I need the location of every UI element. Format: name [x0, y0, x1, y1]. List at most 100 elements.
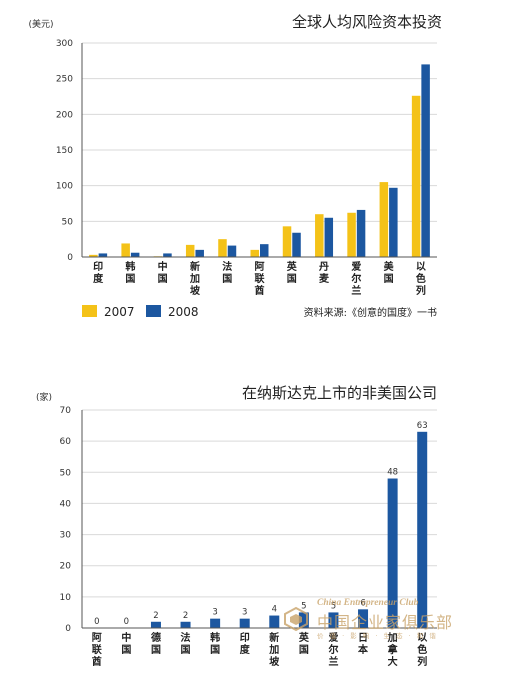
y-tick-label: 100	[56, 182, 73, 192]
nasdaq-foreign-companies-chart: 在纳斯达克上市的非美国公司 (家) 0 10 20 30 40 50 60 70 0 0 2 2 3 3…	[36, 384, 437, 668]
bar	[210, 618, 221, 628]
legend: 2007 2008	[82, 305, 199, 319]
bar-2007	[347, 212, 356, 257]
category-label: 加拿大	[387, 631, 399, 668]
y-tick-label: 50	[62, 217, 74, 227]
bar	[328, 612, 339, 628]
category-label: 新加坡	[268, 631, 280, 668]
category-label: 法国	[181, 631, 191, 656]
bar-2007	[315, 214, 324, 257]
bars	[150, 431, 428, 628]
gridlines	[82, 42, 437, 222]
category-label: 新加坡	[189, 260, 201, 297]
y-tick-label: 200	[56, 110, 73, 120]
data-label: 4	[272, 605, 277, 615]
data-label: 6	[360, 598, 365, 608]
category-label: 英国	[298, 631, 310, 656]
category-label: 中国	[158, 260, 168, 285]
bar-2008	[227, 245, 237, 257]
data-label: 2	[183, 611, 188, 621]
category-label: 丹麦	[319, 261, 330, 285]
bar-2007	[411, 95, 421, 257]
y-tick-label: 0	[65, 624, 71, 634]
y-tick-label: 50	[60, 468, 72, 478]
legend-label-2008: 2008	[168, 305, 199, 319]
bar	[239, 618, 250, 628]
y-tick-label: 10	[60, 593, 72, 603]
chart-title: 在纳斯达克上市的非美国公司	[242, 384, 437, 402]
bar-2007	[121, 243, 130, 257]
category-label: 德国	[150, 631, 161, 656]
vc-per-capita-chart: 全球人均风险资本投资 (美元) 0 50 100 150 200 250 300 印度韩国中…	[28, 13, 442, 319]
data-label: 63	[417, 421, 428, 431]
bar	[387, 478, 398, 628]
category-label: 印度	[93, 261, 104, 285]
category-label: 韩国	[125, 260, 135, 285]
bar-2007	[89, 254, 98, 257]
source-note: 资料来源:《创意的国度》一书	[304, 306, 437, 319]
category-label: 以色列	[417, 632, 427, 668]
bar	[150, 621, 161, 628]
y-tick-label: 150	[56, 146, 73, 156]
bar-2007	[250, 249, 259, 257]
y-tick-label: 70	[60, 406, 72, 416]
data-label: 0	[124, 617, 129, 627]
bar	[358, 609, 369, 628]
bar-2008	[356, 209, 366, 257]
y-tick-label: 40	[60, 499, 72, 509]
y-tick-label: 30	[60, 531, 72, 541]
category-label: 印度	[240, 632, 251, 656]
category-label: 爱尔兰	[327, 631, 338, 668]
data-label: 5	[301, 601, 306, 611]
category-label: 阿联酋	[255, 261, 265, 297]
bar-2008	[98, 253, 108, 257]
data-label: 3	[242, 608, 247, 618]
bar-2008	[421, 64, 430, 258]
data-label: 3	[212, 608, 217, 618]
bars	[89, 64, 430, 258]
bar-2008	[130, 252, 140, 257]
chart-title: 全球人均风险资本投资	[292, 13, 442, 31]
category-label: 以色列	[416, 261, 426, 297]
y-tick-labels: 0 50 100 150 200 250 300	[56, 39, 73, 263]
bar-2008	[260, 244, 269, 257]
category-label: 韩国	[210, 631, 220, 656]
data-labels: 0 0 2 2 3 3 4 5 5 6 48 63	[94, 421, 428, 627]
y-axis-unit: (家)	[36, 391, 52, 403]
category-label: 法国	[222, 260, 232, 285]
gridlines	[82, 409, 437, 598]
data-label: 48	[387, 468, 398, 478]
bar	[417, 431, 428, 628]
bar-2007	[379, 182, 389, 257]
bar-2007	[282, 226, 292, 257]
bar	[269, 615, 280, 628]
category-label: 英国	[286, 260, 298, 285]
y-tick-label: 250	[56, 75, 73, 85]
bar-2008	[292, 232, 301, 257]
bar-2008	[389, 187, 398, 257]
legend-swatch-2007	[82, 305, 97, 317]
y-tick-label: 0	[67, 253, 73, 263]
category-label: 日本	[358, 632, 369, 656]
bar-2008	[324, 217, 334, 257]
bar-2008	[163, 253, 172, 257]
category-label: 中国	[121, 631, 131, 656]
bar-2007	[185, 244, 195, 257]
category-label: 阿联酋	[92, 632, 102, 668]
bar-2008	[195, 249, 204, 257]
y-tick-label: 20	[60, 562, 72, 572]
category-label: 爱尔兰	[350, 260, 361, 297]
bar-2007	[218, 239, 227, 257]
data-label: 5	[331, 601, 336, 611]
bar	[298, 612, 309, 628]
category-label: 美国	[384, 260, 395, 285]
bar	[180, 621, 191, 628]
y-tick-label: 60	[60, 437, 72, 447]
legend-label-2007: 2007	[104, 305, 135, 319]
legend-swatch-2008	[146, 305, 161, 317]
y-tick-labels: 0 10 20 30 40 50 60 70	[60, 406, 72, 634]
data-label: 0	[94, 617, 99, 627]
y-tick-label: 300	[56, 39, 73, 49]
